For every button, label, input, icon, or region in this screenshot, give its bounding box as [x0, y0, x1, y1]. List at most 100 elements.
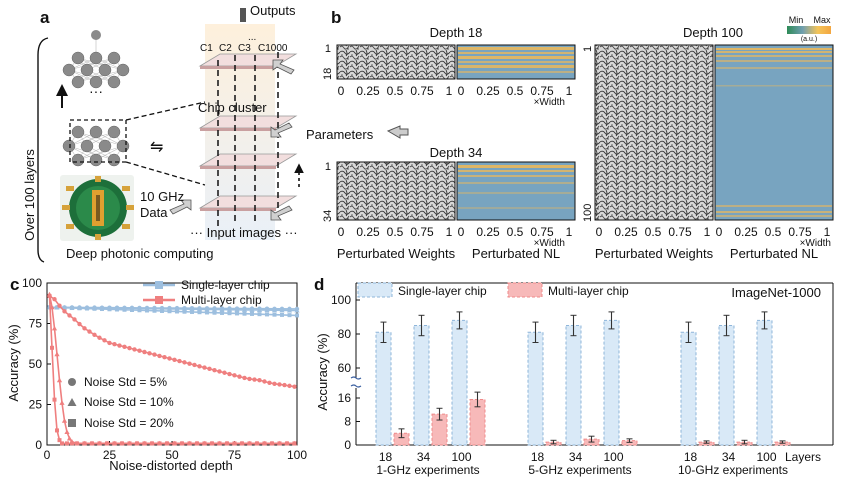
x-tick: 0: [458, 84, 465, 98]
neuron-node: [62, 139, 76, 153]
d-group-label: 1-GHz experiments: [376, 463, 479, 477]
c-data-point: [197, 310, 202, 315]
c-data-point: [87, 329, 92, 334]
c-data-point: [142, 441, 147, 446]
y-tick: 1: [325, 43, 331, 55]
c-data-point: [62, 309, 67, 314]
x-tick: 0.75: [530, 84, 554, 98]
nl-hot-row: [716, 60, 832, 62]
x-tick: 0.75: [410, 225, 434, 239]
c-data-point: [295, 313, 299, 318]
weights-label: Perturbated Weights: [595, 246, 714, 261]
channel-label: C1: [200, 43, 213, 54]
c-data-point: [107, 340, 112, 346]
nl-hot-row: [716, 67, 832, 69]
d-axis-end-label: Layers: [785, 450, 821, 464]
y-tick: 1: [325, 161, 331, 173]
neuron-node: [80, 63, 94, 77]
input-images-label: ··· Input images ···: [190, 225, 298, 240]
panel-d-letter: d: [314, 275, 324, 294]
c-data-point: [122, 307, 127, 312]
c-data-point: [272, 312, 277, 317]
x-tick: 0.75: [410, 84, 434, 98]
c-data-point: [112, 441, 117, 446]
xwidth-label: ×Width: [800, 238, 831, 249]
c-data-point: [207, 366, 212, 372]
x-tick: 0.25: [356, 225, 380, 239]
neuron-node: [116, 139, 130, 153]
c-data-point: [226, 307, 233, 312]
network-dots: ···: [89, 83, 103, 99]
c-data-point: [65, 441, 69, 446]
c-legend-single: Single-layer chip: [181, 278, 270, 292]
c-y-tick: 75: [29, 317, 43, 331]
c-data-point: [182, 309, 187, 314]
c-ylabel: Accuracy (%): [6, 324, 21, 401]
d-category-label: 100: [603, 450, 623, 464]
weights-label: Perturbated Weights: [337, 246, 456, 261]
c-noise-20: Noise Std = 20%: [84, 416, 174, 430]
c-data-point: [292, 384, 297, 389]
channel-label: C1000: [258, 43, 288, 54]
c-data-point: [147, 351, 152, 356]
c-data-point: [132, 347, 137, 352]
c-data-point: [92, 332, 97, 338]
c-data-point: [190, 309, 194, 314]
c-data-point: [250, 311, 254, 316]
colorbar-gradient: [787, 26, 831, 34]
c-data-point: [122, 344, 127, 350]
d-category-label: 18: [379, 450, 393, 464]
depth18-title: Depth 18: [430, 25, 483, 40]
d-bar-single: [413, 325, 430, 446]
c-legend-multi: Multi-layer chip: [181, 293, 262, 307]
neuron-node: [107, 75, 121, 89]
c-data-point: [127, 345, 132, 351]
c-data-point: [72, 317, 77, 322]
channel-labels: C1 C2 C3 ... C1000: [200, 32, 288, 54]
nl-hot-row: [458, 61, 574, 63]
c-data-point: [202, 441, 207, 446]
depth100-nl-stripes: [716, 48, 832, 217]
neuron-node: [89, 51, 103, 65]
d-bar-single: [527, 331, 544, 446]
c-data-point: [292, 441, 297, 446]
c-data-point: [115, 307, 119, 312]
y-tick: 34: [322, 210, 334, 222]
nl-hot-row: [716, 55, 832, 57]
c-data-point: [67, 313, 72, 318]
depth100-title: Depth 100: [683, 25, 743, 40]
x-tick: 0.75: [788, 225, 812, 239]
c-y-tick: 100: [22, 276, 42, 290]
network-edge: [77, 145, 124, 161]
c-data-point: [137, 348, 142, 353]
d-ylabel: Accuracy (%): [315, 333, 330, 410]
d-y-tick: 0: [344, 438, 351, 452]
c-data-point: [162, 354, 167, 360]
c-data-point: [220, 310, 224, 315]
panel-b: b Min Max (a.u.) Depth 18 1 18 0 0.25 0.5 0…: [322, 8, 834, 261]
zoom-line-bottom: [125, 161, 206, 186]
x-tick: 0.75: [530, 225, 554, 239]
layers-label: Over 100 layers: [22, 149, 37, 241]
nl-hot-row: [458, 71, 574, 73]
depth100-nl-heatmap: [714, 44, 834, 221]
c-data-point: [47, 293, 52, 298]
c-data-point: [85, 306, 89, 311]
x-tick: 1: [446, 225, 453, 239]
d-title: ImageNet-1000: [731, 285, 821, 300]
c-data-point: [52, 397, 57, 402]
d-category-label: 34: [569, 450, 583, 464]
c-data-point: [117, 343, 122, 348]
depth34-title: Depth 34: [430, 145, 483, 160]
c-data-point: [77, 306, 82, 311]
c-data-point: [267, 380, 272, 385]
c-data-point: [294, 307, 300, 313]
c-data-point: [167, 309, 172, 314]
d-bar-single: [375, 331, 392, 446]
network-edge: [77, 69, 124, 83]
network-edge: [68, 131, 115, 147]
c-x-tick: 25: [103, 448, 117, 462]
c-x-tick: 0: [44, 448, 51, 462]
nl-hot-row: [716, 205, 832, 207]
exchange-icon: ⇋: [150, 139, 163, 156]
